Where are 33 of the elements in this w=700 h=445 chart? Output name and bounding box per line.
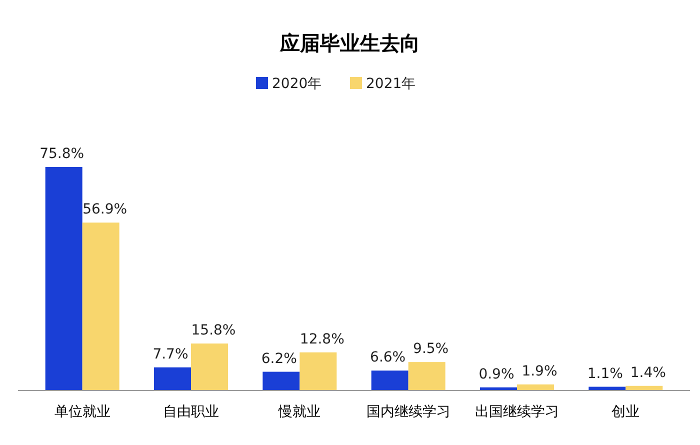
x-tick-label: 出国继续学习: [475, 404, 559, 420]
legend-label: 2021年: [366, 76, 416, 92]
bar: [371, 370, 408, 390]
bar: [45, 167, 82, 390]
bar: [480, 387, 517, 390]
data-label: 6.6%: [370, 350, 406, 366]
bar: [408, 362, 446, 390]
data-label: 15.8%: [191, 322, 236, 339]
data-label: 0.9%: [478, 366, 514, 382]
data-label: 1.9%: [522, 363, 558, 380]
bar: [588, 386, 626, 390]
x-tick-label: 慢就业: [278, 404, 321, 420]
x-tick-label: 自由职业: [163, 404, 219, 420]
data-label: 75.8%: [40, 146, 84, 162]
bar: [626, 386, 663, 390]
data-label: 56.9%: [82, 202, 128, 218]
x-tick-label: 国内继续学习: [366, 404, 450, 420]
legend-label: 2020年: [272, 76, 322, 92]
data-label: 7.7%: [152, 346, 188, 362]
x-tick-label: 单位就业: [54, 404, 110, 420]
bar: [82, 222, 120, 390]
bar: [191, 344, 228, 390]
bar: [300, 352, 337, 390]
bar: [154, 367, 191, 390]
data-label: 6.2%: [261, 350, 297, 367]
data-label: 9.5%: [413, 341, 449, 358]
bar: [262, 372, 300, 390]
data-label: 12.8%: [300, 331, 344, 348]
bar: [517, 384, 554, 390]
data-label: 1.1%: [587, 366, 623, 382]
data-label: 1.4%: [630, 364, 666, 381]
chart-title: 应届毕业生去向: [279, 31, 420, 55]
x-tick-label: 创业: [612, 404, 640, 420]
